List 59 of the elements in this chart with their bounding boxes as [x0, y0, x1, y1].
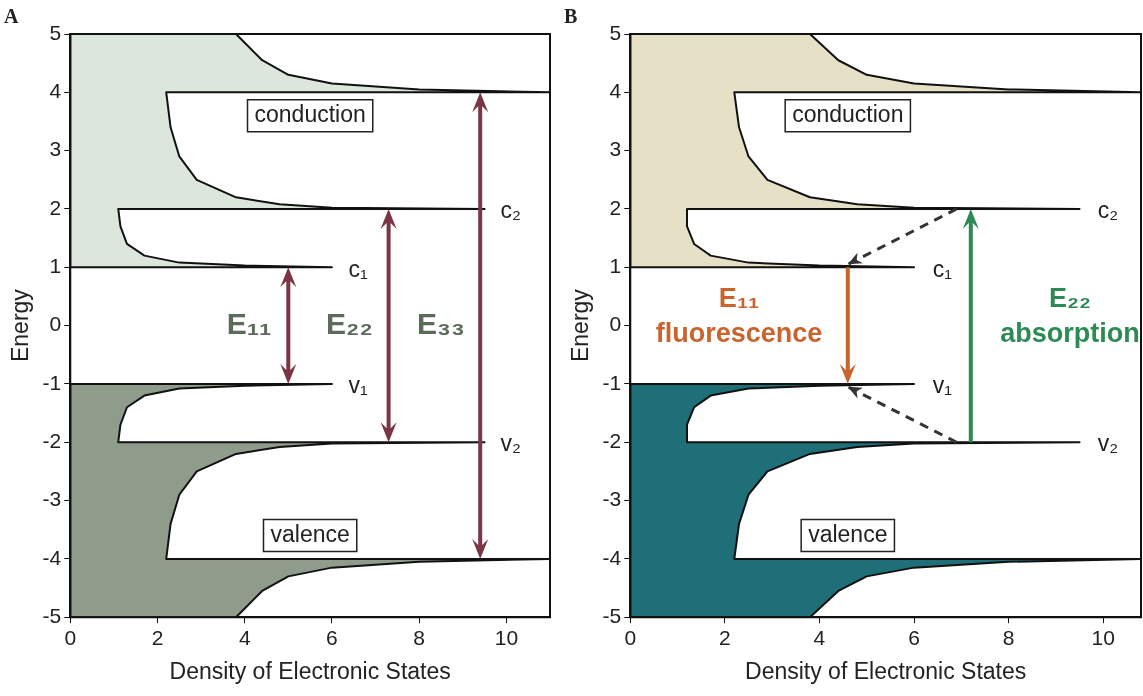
y-tick-label: 2: [609, 195, 622, 219]
x-tick-label: 0: [624, 625, 637, 649]
y-tick-label: 4: [609, 79, 622, 103]
y-tick-label: 0: [49, 312, 62, 336]
annotation: E₂₂: [1049, 282, 1092, 313]
y-tick-label: -5: [602, 604, 622, 627]
x-tick-label: 6: [908, 625, 920, 649]
chart-title: B: [564, 5, 578, 28]
chart-title: A: [4, 5, 19, 28]
annotation: E₁₁: [226, 306, 272, 340]
y-tick-label: 3: [49, 137, 62, 161]
y-tick-label: -2: [602, 429, 622, 453]
annotation: v₂: [1097, 430, 1119, 457]
x-tick-label: 10: [1091, 625, 1115, 649]
annotation: c₁: [348, 255, 368, 282]
y-axis-title: Energy: [567, 288, 594, 363]
y-tick-label: -3: [602, 487, 622, 511]
annotation: valence: [808, 520, 888, 547]
x-tick-label: 2: [151, 625, 164, 649]
annotation: v₁: [932, 372, 953, 399]
annotation: c₂: [500, 197, 521, 224]
y-tick-label: -4: [602, 545, 622, 569]
y-tick-label: -2: [42, 429, 62, 453]
annotation: v₂: [500, 430, 521, 457]
x-tick-label: 4: [813, 625, 826, 649]
annotation: c₂: [1097, 197, 1119, 224]
x-tick-label: 6: [326, 625, 338, 649]
annotation: conduction: [792, 100, 904, 127]
annotation: c₁: [932, 255, 953, 282]
x-axis-title: Density of Electronic States: [745, 657, 1027, 684]
y-tick-label: 5: [49, 20, 62, 44]
annotation: v₁: [348, 372, 368, 399]
x-tick-label: 2: [719, 625, 731, 649]
x-tick-label: 8: [413, 625, 426, 649]
x-tick-label: 10: [494, 625, 519, 649]
annotation: E₁₁: [718, 282, 760, 313]
y-tick-label: 5: [609, 20, 622, 44]
y-tick-label: -4: [42, 545, 62, 569]
annotation: conduction: [254, 100, 366, 127]
annotation: E₂₂: [326, 306, 373, 340]
y-tick-label: -3: [42, 487, 62, 511]
y-tick-label: 2: [49, 195, 62, 219]
annotation: fluorescence: [655, 317, 823, 348]
x-tick-label: 4: [238, 625, 251, 649]
y-tick-label: 1: [49, 254, 62, 278]
y-tick-label: 4: [49, 79, 62, 103]
x-tick-label: 8: [1002, 625, 1015, 649]
y-axis-title: Energy: [7, 288, 34, 363]
y-tick-label: 0: [609, 312, 622, 336]
y-tick-label: -1: [42, 370, 62, 394]
x-axis-title: Density of Electronic States: [169, 657, 451, 684]
annotation: absorption: [1000, 317, 1140, 348]
annotation: valence: [270, 520, 350, 547]
y-tick-label: 3: [609, 137, 622, 161]
y-tick-label: 1: [609, 254, 622, 278]
annotation: E₃₃: [417, 306, 465, 340]
y-tick-label: -5: [42, 604, 62, 627]
x-tick-label: 0: [64, 625, 77, 649]
y-tick-label: -1: [602, 370, 622, 394]
